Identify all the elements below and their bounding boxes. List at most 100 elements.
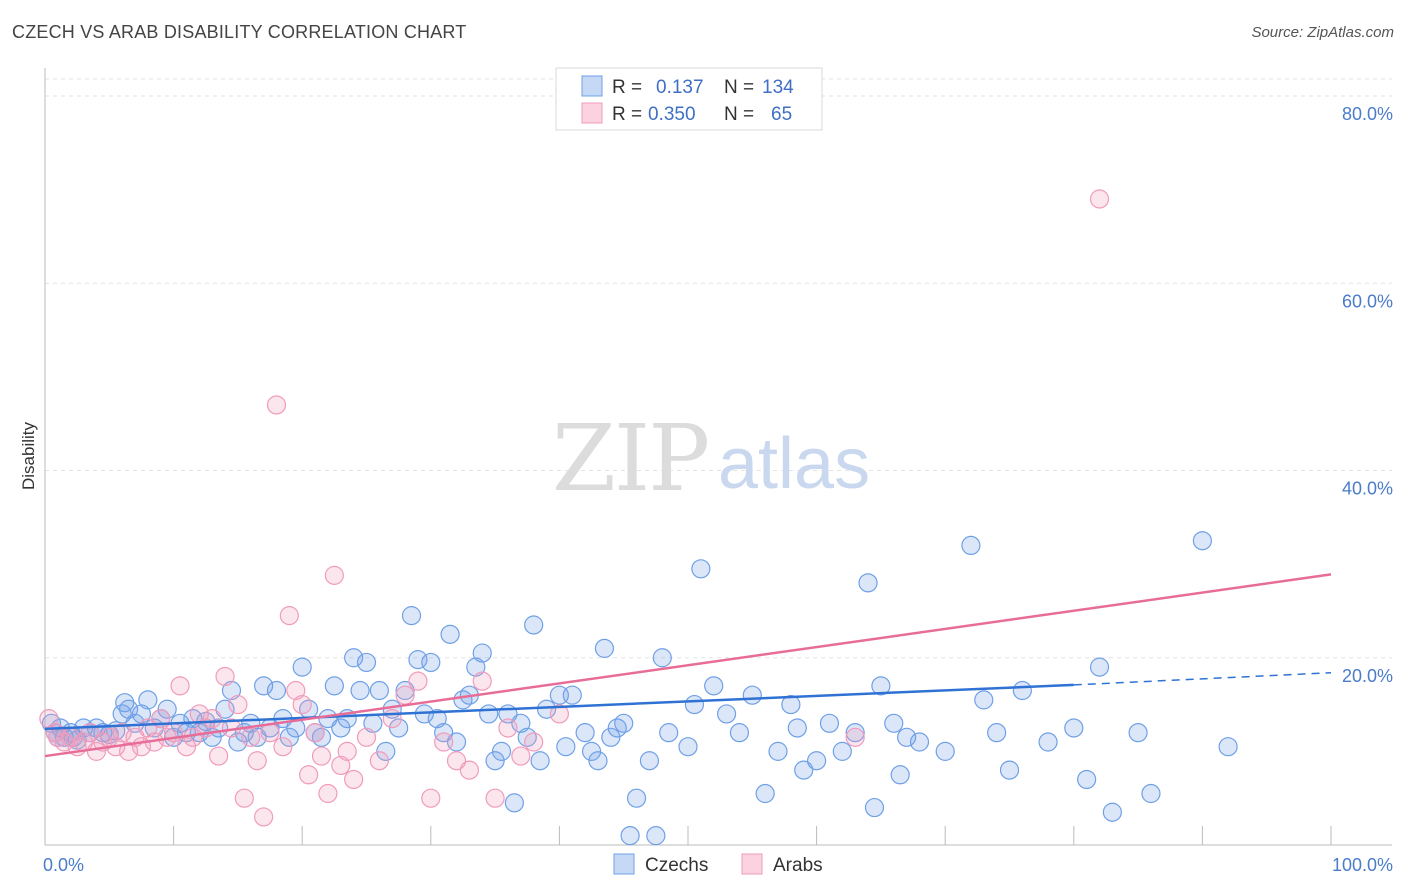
point-arabs-46 [331,755,351,776]
point-czechs-60 [401,606,422,626]
point-arabs-12 [112,723,132,743]
point-arabs-33 [247,751,267,771]
legend-swatch-arabs [581,102,603,124]
point-czechs-105 [787,718,807,738]
point-arabs-30 [228,694,248,715]
y-tick-label-2: 60.0% [1342,291,1393,311]
point-czechs-36 [247,727,267,747]
point-czechs-33 [228,732,248,752]
source-label: Source: ZipAtlas.com [1251,24,1394,41]
legend-r-value-2: 0.350 [648,104,696,125]
point-czechs-107 [806,751,827,771]
point-arabs-62 [524,732,544,752]
point-czechs-104 [781,694,801,715]
point-czechs-96 [684,694,705,715]
point-czechs-52 [350,680,370,701]
point-czechs-114 [890,765,910,785]
point-czechs-108 [819,713,840,733]
point-czechs-51 [344,648,364,668]
point-arabs-61 [511,746,531,766]
bottom-legend-arabs: Arabs [773,855,823,876]
bottom-legend: Czechs Arabs [613,853,823,876]
point-czechs-113 [884,713,904,733]
point-czechs-78 [524,615,544,635]
point-czechs-121 [999,760,1020,780]
point-czechs-134 [504,793,524,813]
legend-n-label-2: N = [724,104,754,125]
point-arabs-48 [344,769,364,790]
point-czechs-74 [491,741,512,761]
trend-line-czechs [44,683,1074,731]
point-arabs-50 [369,751,389,771]
point-czechs-70 [466,657,486,677]
point-arabs-60 [498,718,518,738]
tick-labels: 20.0% 40.0% 60.0% 80.0% 0.0% 100.0% [43,104,1393,875]
gridlines [45,78,1392,659]
y-tick-label-1: 40.0% [1342,479,1393,499]
point-czechs-111 [858,573,878,593]
axes [44,68,1392,846]
trend-lines [44,573,1332,758]
point-czechs-87 [594,638,615,658]
point-czechs-71 [472,643,492,663]
point-arabs-52 [395,685,415,705]
legend-r-value-1: 0.137 [656,77,704,98]
y-tick-label-0: 20.0% [1342,666,1393,686]
point-czechs-131 [1218,737,1238,757]
bottom-legend-czechs: Czechs [645,855,708,876]
point-czechs-127 [1102,802,1122,822]
point-czechs-109 [832,741,852,761]
point-czechs-43 [292,657,312,677]
point-czechs-100 [729,723,750,743]
point-czechs-126 [1089,657,1110,677]
point-czechs-112 [871,676,891,696]
legend-n-value-1: 134 [762,77,794,98]
point-czechs-128 [1128,723,1148,743]
point-arabs-31 [234,788,254,808]
point-czechs-41 [279,727,299,747]
bottom-legend-swatch-czechs [613,853,635,875]
point-czechs-117 [935,741,955,761]
y-axis-title: Disability [19,421,38,490]
point-czechs-119 [974,690,994,710]
point-arabs-43 [311,746,332,766]
point-czechs-53 [356,652,377,673]
point-czechs-103 [768,741,788,761]
point-czechs-124 [1064,718,1084,738]
watermark-atlas: atlas [718,424,870,504]
point-czechs-79 [530,751,550,771]
point-czechs-102 [755,783,775,804]
point-czechs-49 [331,718,351,738]
point-czechs-18 [131,704,152,724]
point-czechs-118 [961,535,981,556]
point-czechs-17 [125,713,145,733]
point-czechs-73 [485,751,505,771]
point-arabs-56 [446,751,467,771]
point-czechs-110 [845,723,865,743]
point-czechs-101 [742,685,762,705]
point-arabs-26 [202,709,222,729]
point-czechs-48 [324,676,344,696]
point-arabs-38 [279,606,299,626]
point-czechs-66 [440,624,460,644]
point-czechs-99 [716,704,737,724]
point-czechs-90 [614,713,634,733]
point-czechs-56 [376,741,396,761]
point-czechs-92 [639,751,660,771]
point-arabs-49 [356,727,377,747]
point-czechs-22 [157,699,177,719]
point-arabs-64 [1089,189,1110,209]
point-czechs-55 [369,680,389,701]
legend-r-label-1: R = [612,77,642,98]
point-czechs-80 [536,699,557,719]
point-arabs-63 [549,704,570,724]
point-czechs-116 [909,732,930,752]
point-arabs-21 [170,676,190,696]
point-czechs-132 [620,826,640,846]
point-arabs-39 [286,680,306,701]
point-arabs-32 [241,727,261,747]
point-czechs-39 [266,680,287,701]
legend-swatch-czechs [581,75,603,97]
point-czechs-98 [704,676,724,696]
